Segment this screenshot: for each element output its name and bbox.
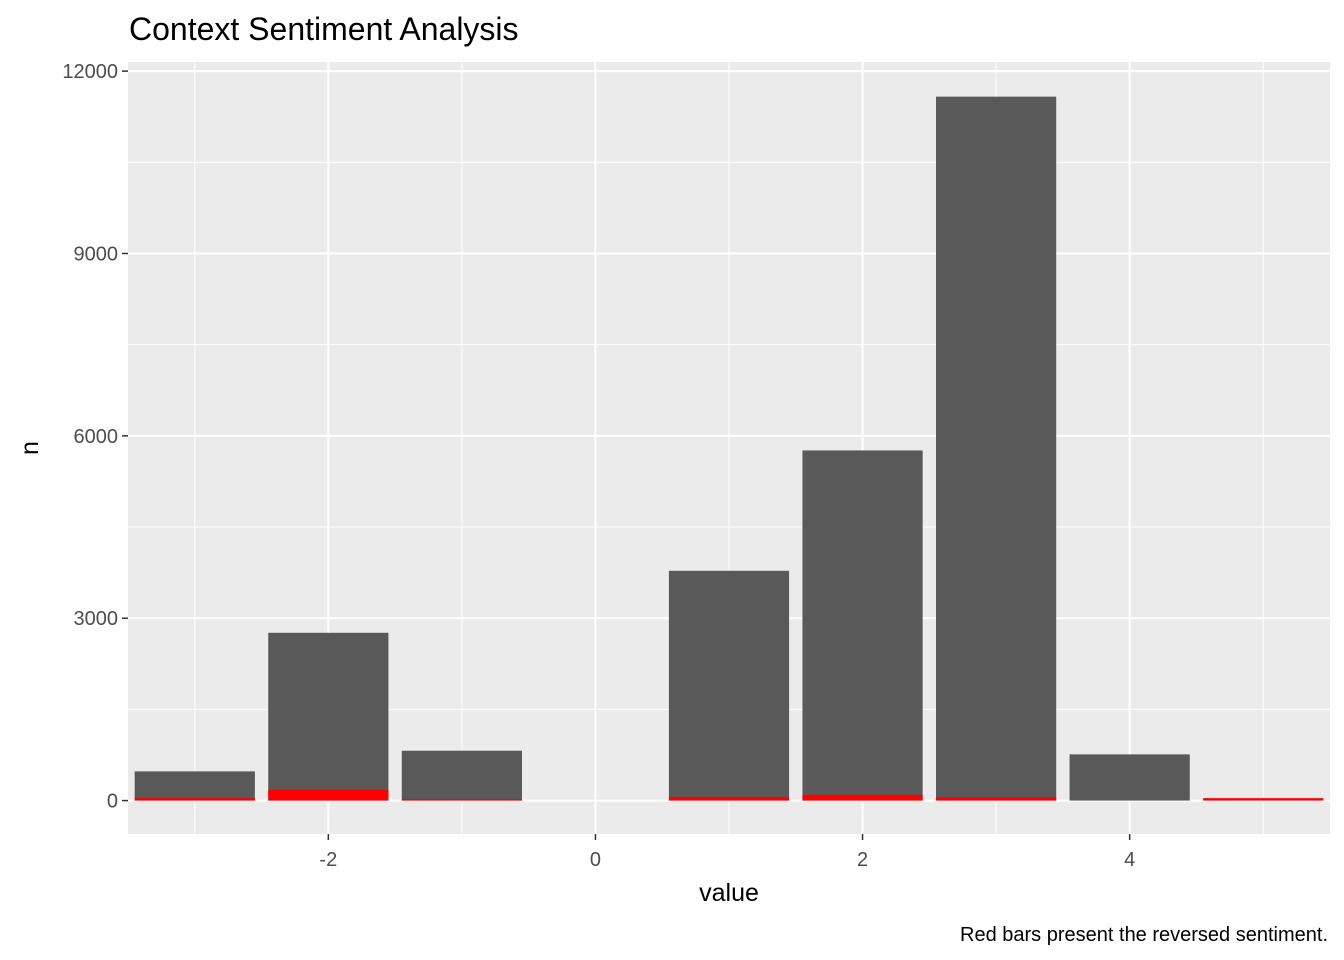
bars-series-reversed <box>134 789 1324 801</box>
x-axis-title: value <box>699 879 759 907</box>
chart-caption: Red bars present the reversed sentiment. <box>960 924 1328 946</box>
bar-reversed <box>268 789 389 801</box>
bar-total <box>668 570 790 801</box>
bar-reversed <box>1203 798 1324 801</box>
y-tick-label: 0 <box>107 791 118 813</box>
bar-total <box>268 632 389 801</box>
y-tick-label: 12000 <box>62 61 118 83</box>
bar-total <box>134 771 255 801</box>
bar-total <box>1069 754 1190 801</box>
bar-total <box>802 450 923 801</box>
bar-reversed <box>668 796 790 801</box>
bar-total <box>936 96 1057 801</box>
bar-total <box>401 750 522 801</box>
x-tick-label: 0 <box>590 849 601 871</box>
x-axis: -2 0 2 4 <box>319 834 1135 871</box>
x-tick-label: 4 <box>1124 849 1135 871</box>
y-tick-label: 9000 <box>74 243 119 265</box>
y-tick-label: 6000 <box>74 426 119 448</box>
bars-series-total <box>134 96 1190 801</box>
y-axis-title: n <box>16 441 44 455</box>
bar-reversed <box>936 797 1057 801</box>
bar-reversed <box>802 794 923 801</box>
y-axis: 0 3000 6000 9000 12000 <box>62 61 128 813</box>
x-tick-label: 2 <box>857 849 868 871</box>
bar-reversed <box>134 798 255 801</box>
y-tick-label: 3000 <box>74 608 119 630</box>
chart-title: Context Sentiment Analysis <box>129 11 519 47</box>
x-tick-label: -2 <box>319 849 337 871</box>
bar-reversed <box>401 799 522 801</box>
